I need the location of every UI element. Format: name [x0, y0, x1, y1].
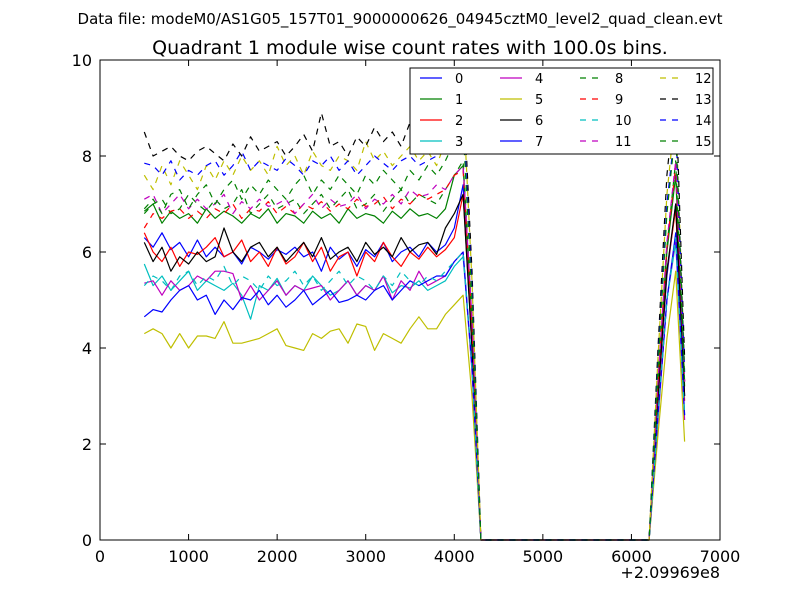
x-axis: 0 1000 2000 3000 4000 5000 6000 7000: [95, 60, 740, 566]
legend-label-1: 1: [455, 93, 463, 108]
x-axis-offset-label: +2.09969e8: [620, 563, 720, 582]
x-tick-label: 2000: [257, 547, 298, 566]
legend-label-14: 14: [695, 114, 712, 129]
legend-label-5: 5: [535, 93, 543, 108]
chart-title: Quadrant 1 module wise count rates with …: [152, 37, 668, 59]
legend-label-4: 4: [535, 72, 543, 87]
series-line-8: [143, 160, 686, 541]
legend-label-15: 15: [695, 135, 712, 150]
x-tick-label: 0: [95, 547, 105, 566]
y-tick-label: 6: [82, 243, 92, 262]
legend-label-11: 11: [615, 135, 632, 150]
x-tick-label: 3000: [345, 547, 386, 566]
legend-label-6: 6: [535, 114, 543, 129]
legend-box: [409, 67, 714, 155]
legend-label-10: 10: [615, 114, 632, 129]
x-tick-label: 5000: [522, 547, 563, 566]
series-line-11: [144, 160, 686, 541]
legend-label-12: 12: [695, 72, 712, 87]
legend-label-7: 7: [535, 135, 543, 150]
x-tick-label: 6000: [611, 547, 652, 566]
y-tick-label: 2: [82, 435, 92, 454]
x-tick-label: 1000: [168, 547, 209, 566]
legend-label-13: 13: [695, 93, 712, 108]
x-tick-label: 4000: [434, 547, 475, 566]
figure-suptitle: Data file: modeM0/AS1G05_157T01_90000006…: [78, 10, 723, 29]
plot-area-frame: [99, 59, 721, 541]
y-tick-label: 0: [82, 531, 92, 550]
legend-label-0: 0: [455, 72, 463, 87]
y-tick-label: 4: [82, 339, 92, 358]
legend-label-9: 9: [615, 93, 623, 108]
y-tick-label: 10: [72, 51, 92, 70]
y-tick-label: 8: [82, 147, 92, 166]
legend-label-2: 2: [455, 114, 463, 129]
legend-label-8: 8: [615, 72, 623, 87]
x-tick-label: 7000: [700, 547, 741, 566]
legend-label-3: 3: [455, 135, 463, 150]
